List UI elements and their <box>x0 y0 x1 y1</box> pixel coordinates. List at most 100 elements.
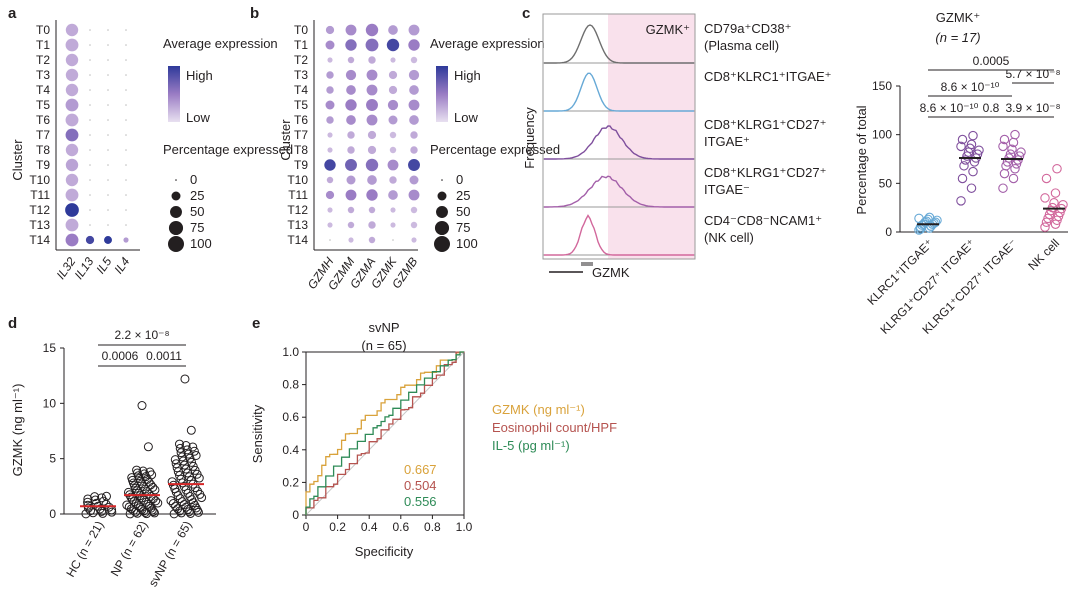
strip-pvalue-4: 0.8 <box>983 101 1000 115</box>
panel-d-ylabel: GZMK (ng ml⁻¹) <box>10 384 25 477</box>
legend-il5: IL-5 (pg ml⁻¹) <box>492 438 570 453</box>
dot-T3-GZMM <box>345 69 357 81</box>
row-label-line2-4: (NK cell) <box>704 230 754 245</box>
d-group-label-1: NP (n = 62) <box>108 519 151 579</box>
dot-T10-GZMH <box>326 176 334 184</box>
cluster-label-T5: T5 <box>36 98 50 112</box>
dot-T4-GZMM <box>346 85 356 95</box>
cluster-label-T12: T12 <box>287 203 308 217</box>
auc-eosinophil: 0.504 <box>404 478 437 493</box>
d-point-1-60 <box>143 442 153 452</box>
d-point-2-63 <box>186 425 196 435</box>
cluster-label-T5: T5 <box>294 98 308 112</box>
strip-ytick-label-50: 50 <box>879 176 893 190</box>
panel-b-legend-high: High <box>454 68 481 83</box>
dot-T8-IL5 <box>107 149 109 151</box>
dot-T7-GZMA <box>367 130 377 140</box>
panel-c-row-labels: CD79a⁺CD38⁺ (Plasma cell) CD8⁺KLRC1⁺ITGAE⁺… <box>704 21 832 245</box>
strip-point-0-13 <box>914 213 924 224</box>
dot-T8-GZMA <box>367 145 377 155</box>
histogram-3 <box>544 175 694 208</box>
cluster-label-T0: T0 <box>294 23 308 37</box>
dot-T0-GZMB <box>408 24 420 36</box>
dot-T11-IL5 <box>107 194 109 196</box>
pct-legend-dot-75 <box>434 220 450 236</box>
dot-T11-GZMB <box>408 189 420 201</box>
d-point-2-17 <box>166 496 176 506</box>
cluster-label-T7: T7 <box>294 128 308 142</box>
pct-legend-label-75: 75 <box>456 220 470 235</box>
dot-T0-GZMA <box>365 23 379 37</box>
dot-T11-IL32 <box>65 188 79 202</box>
roc-ytick-label-1.0: 1.0 <box>282 345 299 359</box>
dot-T11-GZMM <box>345 189 357 201</box>
dot-T12-IL5 <box>107 209 109 211</box>
d-point-1-57 <box>145 467 155 477</box>
dot-T3-GZMA <box>366 69 378 81</box>
dot-T0-IL4 <box>125 29 127 31</box>
strip-point-2-16 <box>1010 129 1020 140</box>
cluster-label-T1: T1 <box>36 38 50 52</box>
dot-T9-GZMH <box>324 159 336 171</box>
pct-legend-label-0: 0 <box>190 172 197 187</box>
strip-point-3-14 <box>1050 188 1061 198</box>
dot-T13-GZMK <box>390 222 396 228</box>
dot-T8-GZMB <box>410 146 418 154</box>
dot-T1-IL4 <box>125 44 127 46</box>
dot-T3-GZMH <box>326 71 334 79</box>
dot-T7-GZMM <box>347 131 355 139</box>
dot-T7-IL32 <box>65 128 79 142</box>
dot-T8-IL4 <box>125 149 127 151</box>
dot-T2-GZMH <box>327 57 333 63</box>
dot-T12-IL4 <box>125 209 127 211</box>
d-group-label-0: HC (n = 21) <box>63 519 106 580</box>
dot-T1-IL32 <box>65 38 79 52</box>
dot-T7-GZMH <box>327 132 333 138</box>
strip-point-1-15 <box>957 134 968 145</box>
dot-T13-IL5 <box>107 224 109 226</box>
cluster-label-T11: T11 <box>30 188 50 202</box>
dot-T14-GZMK <box>392 239 394 241</box>
dot-T1-IL13 <box>89 44 91 46</box>
dot-T13-IL13 <box>89 224 91 226</box>
cluster-label-T9: T9 <box>294 158 308 172</box>
histogram-2 <box>544 125 694 160</box>
panel-c-ylabel: Frequency <box>522 107 537 169</box>
panel-d-brackets: 2.2 × 10⁻⁸ 0.0006 0.0011 <box>98 328 186 367</box>
dot-T0-GZMK <box>388 25 398 35</box>
d-point-2-9 <box>191 503 201 513</box>
dot-T2-GZMM <box>347 56 355 64</box>
row-label-line2-0: (Plasma cell) <box>704 38 779 53</box>
strip-pvalue-1: 5.7 × 10⁻⁸ <box>1005 67 1060 81</box>
strip-point-1-11 <box>974 145 984 155</box>
dot-T3-IL4 <box>125 74 127 76</box>
dot-T2-GZMB <box>410 56 418 64</box>
strip-group-label-3: NK cell <box>1025 236 1062 273</box>
d-point-2-11 <box>171 501 181 511</box>
cluster-label-T13: T13 <box>29 218 50 232</box>
dot-T14-GZMM <box>348 237 354 243</box>
dot-T12-GZMA <box>368 206 376 214</box>
d-point-1-27 <box>137 493 147 503</box>
strip-group-labels: KLRC1⁺ITGAE⁺KLRG1⁺CD27⁺ ITGAE⁺KLRG1⁺CD27… <box>864 236 1062 337</box>
dot-T9-IL5 <box>107 164 109 166</box>
dot-T4-IL5 <box>107 89 109 91</box>
d-point-1-20 <box>153 498 163 508</box>
roc-xtick-label-0.4: 0.4 <box>361 520 378 534</box>
cluster-label-T1: T1 <box>294 38 308 52</box>
dot-T7-IL5 <box>107 134 109 136</box>
pct-legend-dot-50 <box>170 206 182 218</box>
d-point-0-20 <box>101 491 111 501</box>
panel-a-label: a <box>8 5 17 22</box>
pct-legend-label-50: 50 <box>456 204 470 219</box>
dot-T10-IL4 <box>125 179 127 181</box>
strip-point-3-12 <box>1049 198 1059 208</box>
d-point-0-2 <box>88 508 98 518</box>
dot-T1-GZMA <box>365 38 379 52</box>
dot-T3-GZMB <box>408 69 420 81</box>
d-group-label-2: svNP (n = 65) <box>146 519 195 590</box>
cluster-label-T8: T8 <box>36 143 50 157</box>
